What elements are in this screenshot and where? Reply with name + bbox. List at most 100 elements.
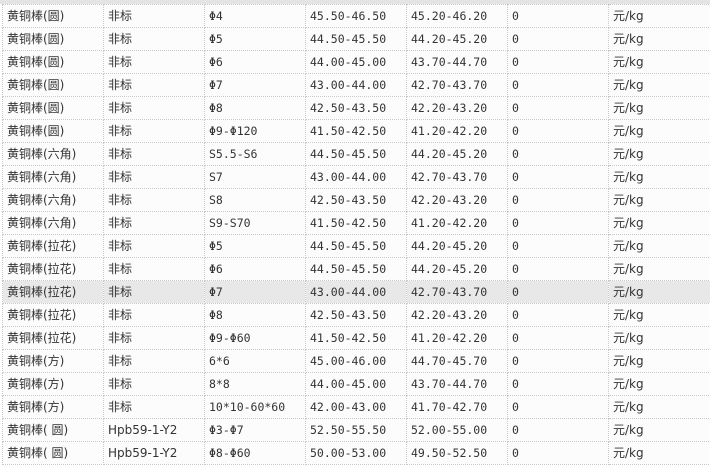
cell-product-name: 黄铜棒(拉花): [2, 326, 104, 350]
cell-material: 非标: [103, 349, 205, 373]
cell-prev-price-range: 42.70-43.70: [406, 280, 508, 304]
cell-unit: 元/kg: [608, 211, 710, 235]
cell-prev-price-range: 41.70-42.70: [406, 395, 508, 419]
cell-change: 0: [507, 4, 609, 28]
cell-change: 0: [507, 165, 609, 189]
cell-unit: 元/kg: [608, 234, 710, 258]
cell-material: 非标: [103, 303, 205, 327]
cell-prev-price-range: 49.50-52.50: [406, 441, 508, 465]
table-row[interactable]: 黄铜棒(六角) 非标 S9-S70 41.50-42.50 41.20-42.20 0 元/…: [2, 211, 710, 235]
table-row[interactable]: 黄铜棒(六角) 非标 S7 43.00-44.00 42.70-43.70 0 元/kg: [2, 165, 710, 189]
table-row[interactable]: 黄铜棒(方) 非标 6*6 45.00-46.00 44.70-45.70 0 元/kg: [2, 349, 710, 373]
cell-change: 0: [507, 50, 609, 74]
cell-price-range: 50.00-53.00: [305, 441, 407, 465]
cell-product-name: 黄铜棒(圆): [2, 96, 104, 120]
cell-prev-price-range: 44.20-45.20: [406, 257, 508, 281]
cell-change: 0: [507, 119, 609, 143]
cell-unit: 元/kg: [608, 50, 710, 74]
cell-price-range: 42.50-43.50: [305, 96, 407, 120]
cell-unit: 元/kg: [608, 165, 710, 189]
table-row[interactable]: 黄铜棒(圆) 非标 Φ7 43.00-44.00 42.70-43.70 0 元/kg: [2, 73, 710, 97]
cell-change: 0: [507, 73, 609, 97]
cell-price-range: 43.00-44.00: [305, 73, 407, 97]
table-row[interactable]: 黄铜棒(圆) 非标 Φ6 44.00-45.00 43.70-44.70 0 元/kg: [2, 50, 710, 74]
cell-spec: Φ8: [204, 303, 306, 327]
cell-prev-price-range: 43.70-44.70: [406, 50, 508, 74]
table-row[interactable]: 黄铜棒(六角) 非标 S8 42.50-43.50 42.20-43.20 0 元/kg: [2, 188, 710, 212]
cell-price-range: 44.50-45.50: [305, 234, 407, 258]
table-row[interactable]: 黄铜棒(圆) 非标 Φ5 44.50-45.50 44.20-45.20 0 元/kg: [2, 27, 710, 51]
table-row[interactable]: 黄铜棒(拉花) 非标 Φ6 44.50-45.50 44.20-45.20 0 元/kg: [2, 257, 710, 281]
cell-price-range: 41.50-42.50: [305, 326, 407, 350]
cell-material: 非标: [103, 372, 205, 396]
cell-spec: Φ6: [204, 257, 306, 281]
cell-prev-price-range: 42.20-43.20: [406, 96, 508, 120]
price-table: 黄铜棒(圆) 非标 Φ4 45.50-46.50 45.20-46.20 0 元/kg 黄铜棒…: [2, 4, 710, 465]
cell-material: Hpb59-1-Y2: [103, 418, 205, 442]
cell-prev-price-range: 42.70-43.70: [406, 73, 508, 97]
table-row[interactable]: 黄铜棒(圆) 非标 Φ4 45.50-46.50 45.20-46.20 0 元/kg: [2, 4, 710, 28]
cell-product-name: 黄铜棒(六角): [2, 211, 104, 235]
cell-material: 非标: [103, 395, 205, 419]
table-row[interactable]: 黄铜棒(拉花) 非标 Φ5 44.50-45.50 44.20-45.20 0 元/kg: [2, 234, 710, 258]
table-row[interactable]: 黄铜棒(方) 非标 10*10-60*60 42.00-43.00 41.70-42.7…: [2, 395, 710, 419]
cell-material: 非标: [103, 27, 205, 51]
cell-prev-price-range: 42.20-43.20: [406, 188, 508, 212]
cell-material: 非标: [103, 257, 205, 281]
table-row[interactable]: 黄铜棒( 圆) Hpb59-1-Y2 Φ3-Φ7 52.50-55.50 52.00-5…: [2, 418, 710, 442]
cell-price-range: 42.00-43.00: [305, 395, 407, 419]
cell-unit: 元/kg: [608, 280, 710, 304]
cell-prev-price-range: 44.70-45.70: [406, 349, 508, 373]
cell-unit: 元/kg: [608, 257, 710, 281]
cell-spec: S5.5-S6: [204, 142, 306, 166]
cell-spec: S9-S70: [204, 211, 306, 235]
cell-material: 非标: [103, 165, 205, 189]
cell-material: 非标: [103, 73, 205, 97]
cell-product-name: 黄铜棒(圆): [2, 50, 104, 74]
cell-price-range: 45.50-46.50: [305, 4, 407, 28]
cell-price-range: 45.00-46.00: [305, 349, 407, 373]
table-row[interactable]: 黄铜棒(圆) 非标 Φ8 42.50-43.50 42.20-43.20 0 元/kg: [2, 96, 710, 120]
cell-material: 非标: [103, 280, 205, 304]
cell-unit: 元/kg: [608, 4, 710, 28]
cell-unit: 元/kg: [608, 27, 710, 51]
table-row[interactable]: 黄铜棒(六角) 非标 S5.5-S6 44.50-45.50 44.20-45.20 0 元…: [2, 142, 710, 166]
cell-prev-price-range: 41.20-42.20: [406, 119, 508, 143]
cell-product-name: 黄铜棒(方): [2, 349, 104, 373]
cell-product-name: 黄铜棒( 圆): [2, 441, 104, 465]
cell-product-name: 黄铜棒(圆): [2, 4, 104, 28]
cell-change: 0: [507, 326, 609, 350]
cell-unit: 元/kg: [608, 188, 710, 212]
cell-prev-price-range: 42.20-43.20: [406, 303, 508, 327]
table-row[interactable]: 黄铜棒(拉花) 非标 Φ7 43.00-44.00 42.70-43.70 0 元/kg: [2, 280, 710, 304]
cell-product-name: 黄铜棒(方): [2, 395, 104, 419]
cell-price-range: 42.50-43.50: [305, 303, 407, 327]
cell-unit: 元/kg: [608, 441, 710, 465]
table-row[interactable]: 黄铜棒(方) 非标 8*8 44.00-45.00 43.70-44.70 0 元/kg: [2, 372, 710, 396]
cell-material: 非标: [103, 119, 205, 143]
cell-prev-price-range: 52.00-55.00: [406, 418, 508, 442]
table-row[interactable]: 黄铜棒(圆) 非标 Φ9-Φ120 41.50-42.50 41.20-42.20 0 元/…: [2, 119, 710, 143]
cell-change: 0: [507, 142, 609, 166]
cell-spec: Φ4: [204, 4, 306, 28]
cell-unit: 元/kg: [608, 349, 710, 373]
cell-unit: 元/kg: [608, 372, 710, 396]
top-border: [0, 0, 710, 4]
cell-unit: 元/kg: [608, 119, 710, 143]
cell-spec: Φ7: [204, 73, 306, 97]
cell-price-range: 42.50-43.50: [305, 188, 407, 212]
cell-prev-price-range: 41.20-42.20: [406, 211, 508, 235]
cell-change: 0: [507, 349, 609, 373]
cell-spec: Φ5: [204, 27, 306, 51]
cell-change: 0: [507, 418, 609, 442]
cell-material: 非标: [103, 50, 205, 74]
table-row[interactable]: 黄铜棒( 圆) Hpb59-1-Y2 Φ8-Φ60 50.00-53.00 49.50-…: [2, 441, 710, 465]
cell-unit: 元/kg: [608, 142, 710, 166]
cell-material: 非标: [103, 4, 205, 28]
cell-unit: 元/kg: [608, 303, 710, 327]
table-row[interactable]: 黄铜棒(拉花) 非标 Φ9-Φ60 41.50-42.50 41.20-42.20 0 元/…: [2, 326, 710, 350]
table-row[interactable]: 黄铜棒(拉花) 非标 Φ8 42.50-43.50 42.20-43.20 0 元/kg: [2, 303, 710, 327]
cell-prev-price-range: 44.20-45.20: [406, 234, 508, 258]
cell-prev-price-range: 41.20-42.20: [406, 326, 508, 350]
cell-material: 非标: [103, 234, 205, 258]
